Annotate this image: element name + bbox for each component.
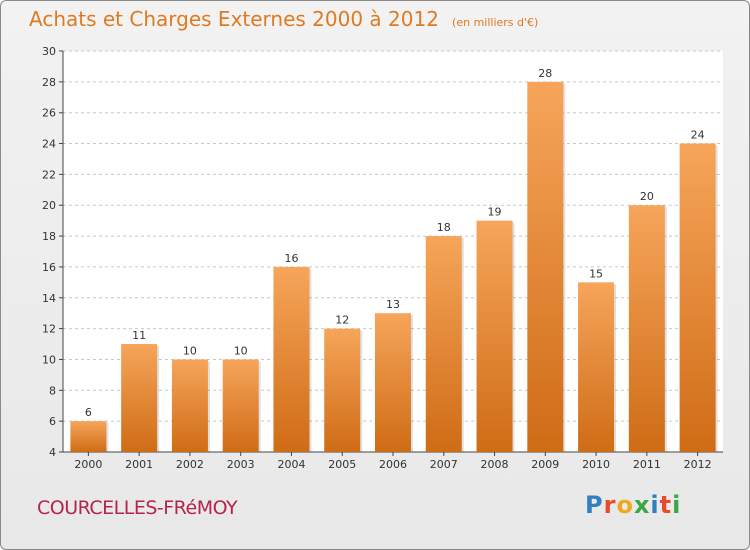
y-tick-label: 24: [42, 138, 56, 151]
x-tick-label: 2008: [481, 458, 509, 471]
y-tick-label: 20: [42, 199, 56, 212]
y-tick-label: 22: [42, 168, 56, 181]
bar-value-label: 19: [488, 206, 502, 219]
x-tick-label: 2004: [277, 458, 305, 471]
bar-value-label: 12: [335, 314, 349, 327]
x-tick-label: 2005: [328, 458, 356, 471]
x-tick-label: 2001: [125, 458, 153, 471]
bar: [679, 143, 716, 453]
x-tick-label: 2007: [430, 458, 458, 471]
bar: [324, 328, 361, 452]
logo-letter: o: [616, 491, 634, 519]
logo-letter: P: [585, 491, 604, 519]
logo-letter: x: [633, 491, 651, 519]
bar: [425, 236, 462, 452]
y-tick-label: 16: [42, 261, 56, 274]
bar: [578, 282, 615, 452]
y-tick-label: 6: [49, 415, 56, 428]
bar: [628, 205, 665, 452]
commune-name: COURCELLES-FRéMOY: [37, 497, 238, 519]
x-tick-label: 2006: [379, 458, 407, 471]
x-tick-label: 2009: [531, 458, 559, 471]
bar-value-label: 6: [85, 406, 92, 419]
y-tick-label: 8: [49, 384, 56, 397]
bar: [171, 359, 208, 452]
y-tick-label: 14: [42, 292, 56, 305]
chart-unit: (en milliers d'€): [452, 16, 539, 29]
x-tick-label: 2000: [74, 458, 102, 471]
y-tick-label: 10: [42, 353, 56, 366]
x-tick-label: 2003: [227, 458, 255, 471]
bar-value-label: 16: [284, 252, 298, 265]
bar-value-label: 15: [589, 267, 603, 280]
bar-value-label: 20: [640, 190, 654, 203]
chart-title: Achats et Charges Externes 2000 à 2012 (…: [29, 7, 538, 31]
x-tick-label: 2010: [582, 458, 610, 471]
bar: [527, 81, 564, 452]
bar: [273, 266, 310, 452]
x-tick-label: 2012: [684, 458, 712, 471]
y-tick-label: 4: [49, 446, 56, 459]
bar-value-label: 18: [437, 221, 451, 234]
logo-letter: i: [672, 491, 682, 519]
bar-value-label: 11: [132, 329, 146, 342]
y-tick-label: 30: [42, 45, 56, 58]
logo-letter: t: [659, 491, 673, 519]
bar-value-label: 24: [691, 129, 705, 142]
x-tick-label: 2002: [176, 458, 204, 471]
bar: [222, 359, 259, 452]
y-tick-label: 18: [42, 230, 56, 243]
y-tick-label: 12: [42, 323, 56, 336]
y-tick-label: 26: [42, 107, 56, 120]
bar: [375, 313, 411, 452]
bar: [121, 344, 158, 452]
bar: [70, 421, 107, 452]
y-tick-label: 28: [42, 76, 56, 89]
bar: [476, 220, 513, 452]
proxiti-logo: Proxiti: [585, 491, 681, 519]
bar-value-label: 28: [538, 67, 552, 80]
x-tick-label: 2011: [633, 458, 661, 471]
logo-letter: i: [650, 491, 660, 519]
bar-value-label: 10: [183, 344, 197, 357]
chart-title-main: Achats et Charges Externes 2000 à 2012: [29, 7, 439, 31]
bar-value-label: 13: [386, 298, 400, 311]
logo-letter: r: [603, 491, 617, 519]
bar-value-label: 10: [234, 344, 248, 357]
